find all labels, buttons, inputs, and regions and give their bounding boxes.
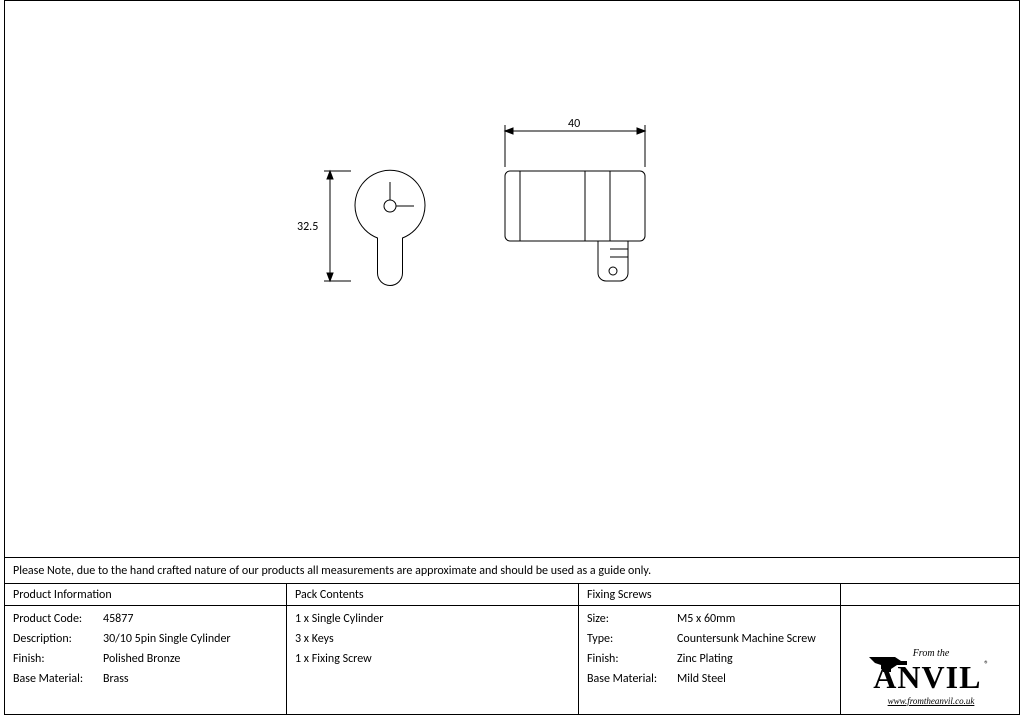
anvil-icon bbox=[867, 653, 913, 673]
width-value: 40 bbox=[568, 117, 580, 131]
spec-row: Product Code: 45877 bbox=[13, 610, 278, 628]
pack-item: 1 x Single Cylinder bbox=[295, 610, 570, 628]
height-dimension: 32.5 bbox=[297, 171, 351, 281]
note-text: Please Note, due to the hand crafted nat… bbox=[13, 564, 651, 578]
cylinder-profile bbox=[355, 170, 425, 285]
header-logo-cell bbox=[841, 584, 1019, 605]
spec-label: Product Code: bbox=[13, 610, 103, 628]
width-dimension: 40 bbox=[505, 117, 645, 167]
spec-value: 30/10 5pin Single Cylinder bbox=[103, 630, 231, 648]
spec-value: M5 x 60mm bbox=[677, 610, 735, 628]
spec-value: Zinc Plating bbox=[677, 650, 733, 668]
spec-value: 45877 bbox=[103, 610, 133, 628]
pack-item: 3 x Keys bbox=[295, 630, 570, 648]
spec-row: Finish: Zinc Plating bbox=[587, 650, 832, 668]
spec-label: Finish: bbox=[13, 650, 103, 668]
spec-value: Countersunk Machine Screw bbox=[677, 630, 816, 648]
header-pack-contents: Pack Contents bbox=[287, 584, 579, 605]
spec-row: Type: Countersunk Machine Screw bbox=[587, 630, 832, 648]
product-info-cell: Product Code: 45877 Description: 30/10 5… bbox=[5, 606, 287, 714]
spec-value: Brass bbox=[103, 670, 129, 688]
spec-row: Base Material: Brass bbox=[13, 670, 278, 688]
pack-contents-cell: 1 x Single Cylinder 3 x Keys 1 x Fixing … bbox=[287, 606, 579, 714]
spec-label: Description: bbox=[13, 630, 103, 648]
height-value: 32.5 bbox=[297, 220, 318, 234]
pack-item: 1 x Fixing Screw bbox=[295, 650, 570, 668]
spec-row: Base Material: Mild Steel bbox=[587, 670, 832, 688]
logo-url: www.fromtheanvil.co.uk bbox=[851, 696, 1011, 706]
fixing-screws-cell: Size: M5 x 60mm Type: Countersunk Machin… bbox=[579, 606, 841, 714]
spec-row: Size: M5 x 60mm bbox=[587, 610, 832, 628]
spec-label: Size: bbox=[587, 610, 677, 628]
cylinder-side-view bbox=[505, 171, 645, 281]
spec-label: Base Material: bbox=[13, 670, 103, 688]
spec-row: Finish: Polished Bronze bbox=[13, 650, 278, 668]
logo-cell: From the ANVIL ® www.fromtheanvil.co.uk bbox=[841, 606, 1019, 714]
brand-logo: From the ANVIL ® www.fromtheanvil.co.uk bbox=[851, 648, 1011, 706]
header-product-info: Product Information bbox=[5, 584, 287, 605]
technical-drawing: 32.5 40 bbox=[275, 81, 755, 361]
spec-value: Polished Bronze bbox=[103, 650, 180, 668]
header-fixing-screws: Fixing Screws bbox=[579, 584, 841, 605]
info-body-row: Product Code: 45877 Description: 30/10 5… bbox=[5, 605, 1019, 714]
spec-value: Mild Steel bbox=[677, 670, 726, 688]
spec-label: Base Material: bbox=[587, 670, 677, 688]
registered-icon: ® bbox=[984, 659, 989, 670]
info-header-row: Product Information Pack Contents Fixing… bbox=[5, 583, 1019, 605]
page-border: 32.5 40 bbox=[4, 0, 1020, 715]
spec-label: Finish: bbox=[587, 650, 677, 668]
spec-label: Type: bbox=[587, 630, 677, 648]
drawing-area: 32.5 40 bbox=[5, 1, 1019, 556]
note-row: Please Note, due to the hand crafted nat… bbox=[5, 557, 1019, 583]
spec-row: Description: 30/10 5pin Single Cylinder bbox=[13, 630, 278, 648]
